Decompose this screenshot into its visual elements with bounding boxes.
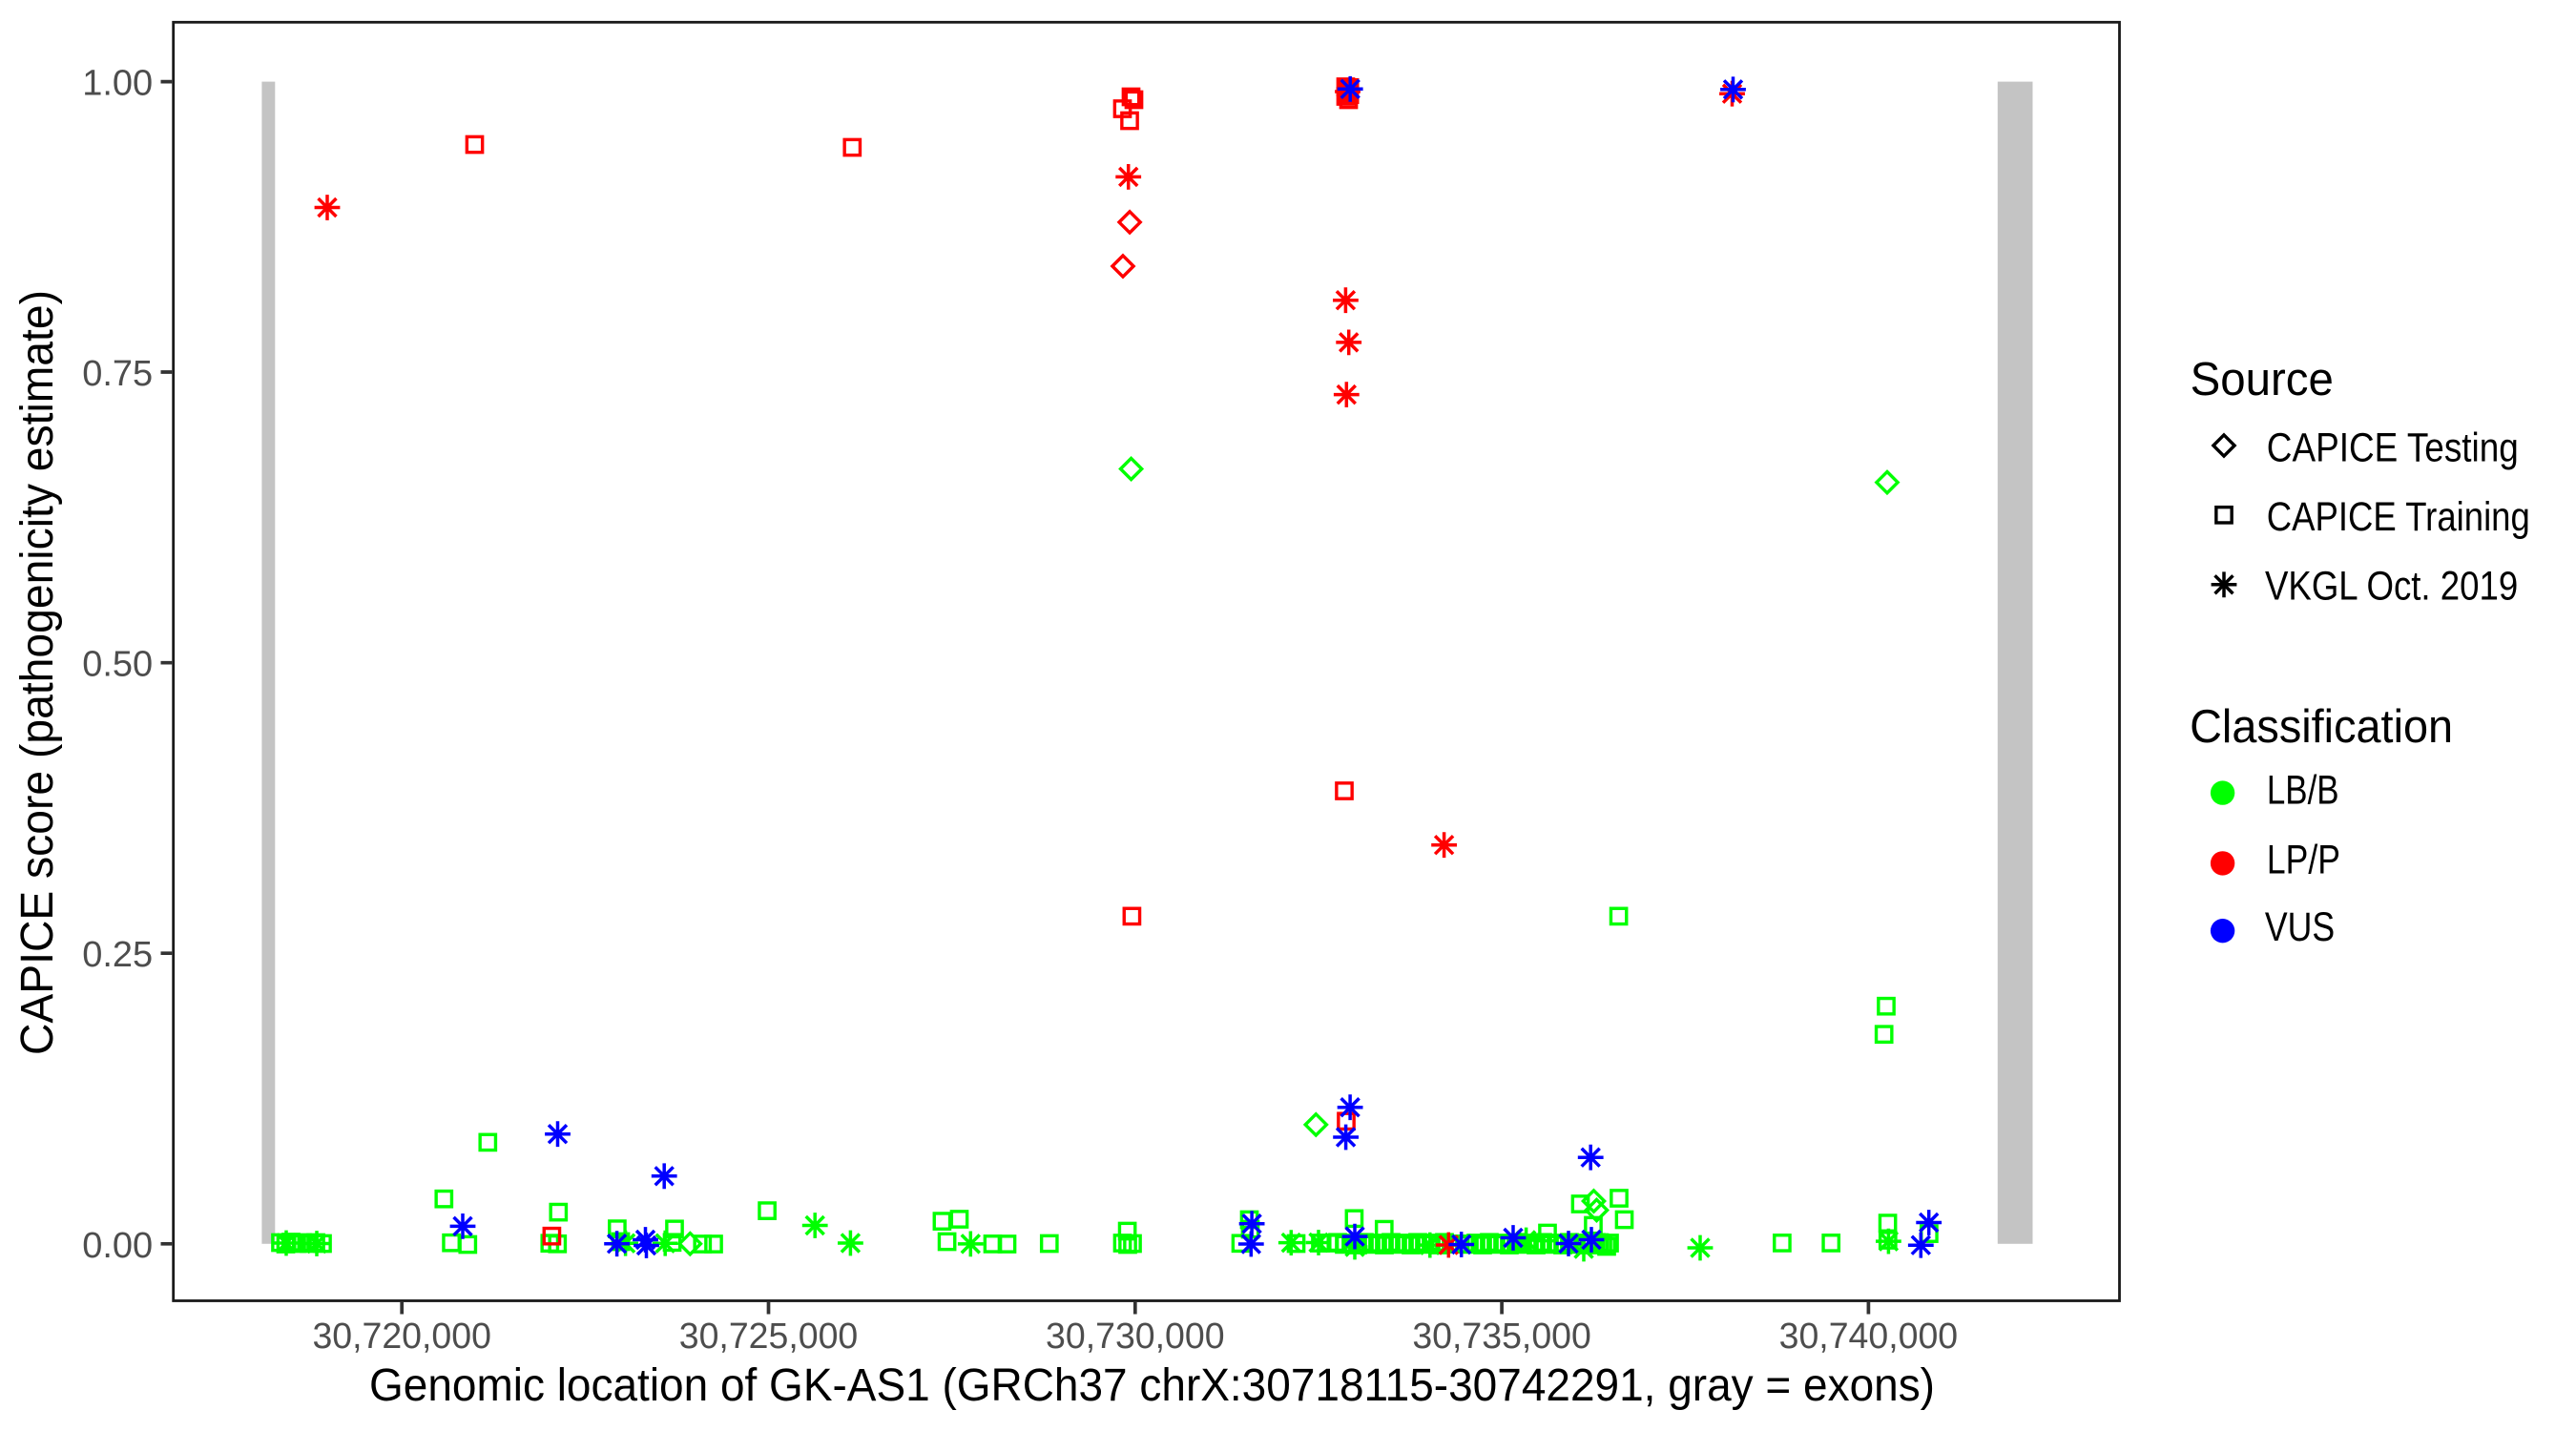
svg-text:0.00: 0.00	[82, 1226, 153, 1266]
svg-text:Classification: Classification	[2190, 701, 2453, 753]
svg-text:CAPICE score (pathogenicity es: CAPICE score (pathogenicity estimate)	[11, 290, 63, 1055]
svg-text:30,730,000: 30,730,000	[1046, 1317, 1225, 1357]
svg-text:30,720,000: 30,720,000	[312, 1317, 491, 1357]
svg-text:30,740,000: 30,740,000	[1779, 1317, 1959, 1357]
svg-text:30,735,000: 30,735,000	[1412, 1317, 1591, 1357]
svg-text:Genomic location of GK-AS1 (GR: Genomic location of GK-AS1 (GRCh37 chrX:…	[369, 1359, 1935, 1411]
svg-text:1.00: 1.00	[82, 64, 153, 104]
svg-text:CAPICE Testing: CAPICE Testing	[2267, 425, 2519, 469]
svg-text:LP/P: LP/P	[2267, 838, 2340, 882]
svg-text:0.25: 0.25	[82, 935, 153, 975]
svg-text:Source: Source	[2191, 354, 2334, 405]
svg-text:VUS: VUS	[2265, 904, 2335, 949]
svg-text:0.50: 0.50	[82, 645, 153, 685]
svg-text:30,725,000: 30,725,000	[679, 1317, 859, 1357]
svg-text:CAPICE Training: CAPICE Training	[2267, 494, 2530, 539]
svg-text:VKGL Oct. 2019: VKGL Oct. 2019	[2265, 563, 2518, 608]
svg-text:LB/B: LB/B	[2267, 768, 2339, 813]
svg-text:0.75: 0.75	[82, 354, 153, 394]
